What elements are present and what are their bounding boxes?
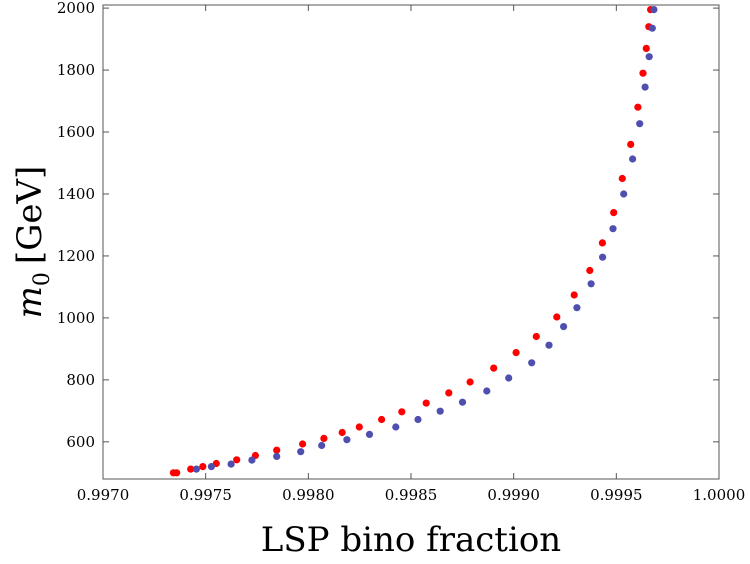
x-tick-label: 0.9980: [282, 486, 335, 504]
data-point: [483, 387, 491, 395]
y-axis-title: m0 [GeV]: [10, 166, 55, 319]
series-blue: [192, 6, 658, 473]
data-point: [378, 415, 386, 424]
data-point: [573, 304, 581, 312]
data-point: [512, 349, 520, 357]
data-point: [297, 448, 305, 456]
data-point: [645, 53, 653, 61]
data-point: [392, 423, 400, 431]
data-point: [650, 6, 658, 14]
y-axis: 600 800 1000 1200 1400 1600 1800 2000: [57, 0, 719, 451]
data-point: [187, 465, 195, 473]
data-point: [343, 436, 351, 444]
data-point: [227, 460, 235, 468]
data-point: [436, 407, 444, 415]
data-point: [466, 378, 474, 386]
data-point: [553, 313, 561, 321]
data-point: [560, 323, 568, 331]
data-point: [599, 253, 607, 261]
y-tick-label: 2000: [57, 0, 95, 17]
data-point: [570, 291, 578, 299]
y-tick-label: 1400: [57, 185, 95, 203]
data-point: [586, 266, 594, 275]
y-tick-label: 800: [66, 371, 95, 389]
data-point: [629, 155, 637, 163]
data-point: [207, 463, 215, 471]
data-point: [355, 423, 363, 431]
data-point: [199, 463, 207, 471]
y-tick-label: 1800: [57, 61, 95, 79]
x-tick-label: 1.0000: [693, 486, 746, 504]
data-point: [636, 120, 644, 128]
y-axis-title-variable: m: [10, 286, 50, 318]
series-red: [169, 6, 655, 477]
data-point: [627, 140, 635, 148]
data-point: [598, 239, 607, 247]
data-point: [642, 44, 650, 53]
data-point: [173, 469, 181, 477]
data-point: [609, 225, 617, 233]
data-point: [320, 434, 328, 442]
data-point: [505, 374, 513, 382]
data-point: [273, 452, 281, 460]
x-tick-label: 0.9985: [385, 486, 438, 504]
data-point: [648, 24, 656, 32]
data-point: [273, 446, 281, 454]
data-point: [398, 408, 406, 416]
data-point: [618, 174, 626, 183]
data-point: [528, 359, 536, 367]
data-point: [192, 465, 200, 473]
data-point: [545, 341, 553, 349]
data-point: [490, 364, 498, 372]
x-axis: 0.9970 0.9975 0.9980 0.9985 0.9990 0.9995 1.00…: [77, 5, 746, 504]
y-tick-label: 1000: [57, 309, 95, 327]
data-point: [587, 280, 595, 288]
y-tick-label: 1200: [57, 247, 95, 265]
data-point: [248, 456, 256, 464]
x-tick-label: 0.9975: [179, 486, 232, 504]
x-tick-label: 0.9970: [77, 486, 130, 504]
y-tick-label: 1600: [57, 123, 95, 141]
data-point: [610, 209, 618, 217]
data-point: [338, 428, 346, 437]
data-point: [299, 440, 307, 448]
data-point: [532, 332, 540, 341]
data-point: [445, 389, 453, 397]
y-tick-label: 600: [66, 433, 95, 451]
data-point: [414, 415, 422, 424]
data-point: [620, 190, 628, 198]
y-axis-title-unit: [GeV]: [10, 166, 50, 264]
data-point: [422, 399, 430, 407]
data-point: [458, 398, 467, 406]
data-point: [365, 430, 374, 438]
data-point: [641, 83, 649, 91]
y-axis-title-subscript: 0: [30, 272, 55, 286]
series-layer: [169, 6, 658, 477]
data-point: [634, 103, 642, 111]
data-point: [233, 456, 241, 464]
data-point: [318, 441, 326, 450]
x-tick-label: 0.9990: [487, 486, 540, 504]
x-axis-title: LSP bino fraction: [261, 520, 561, 560]
data-point: [639, 69, 647, 77]
x-tick-label: 0.9995: [590, 486, 643, 504]
plot-frame: [102, 4, 720, 480]
